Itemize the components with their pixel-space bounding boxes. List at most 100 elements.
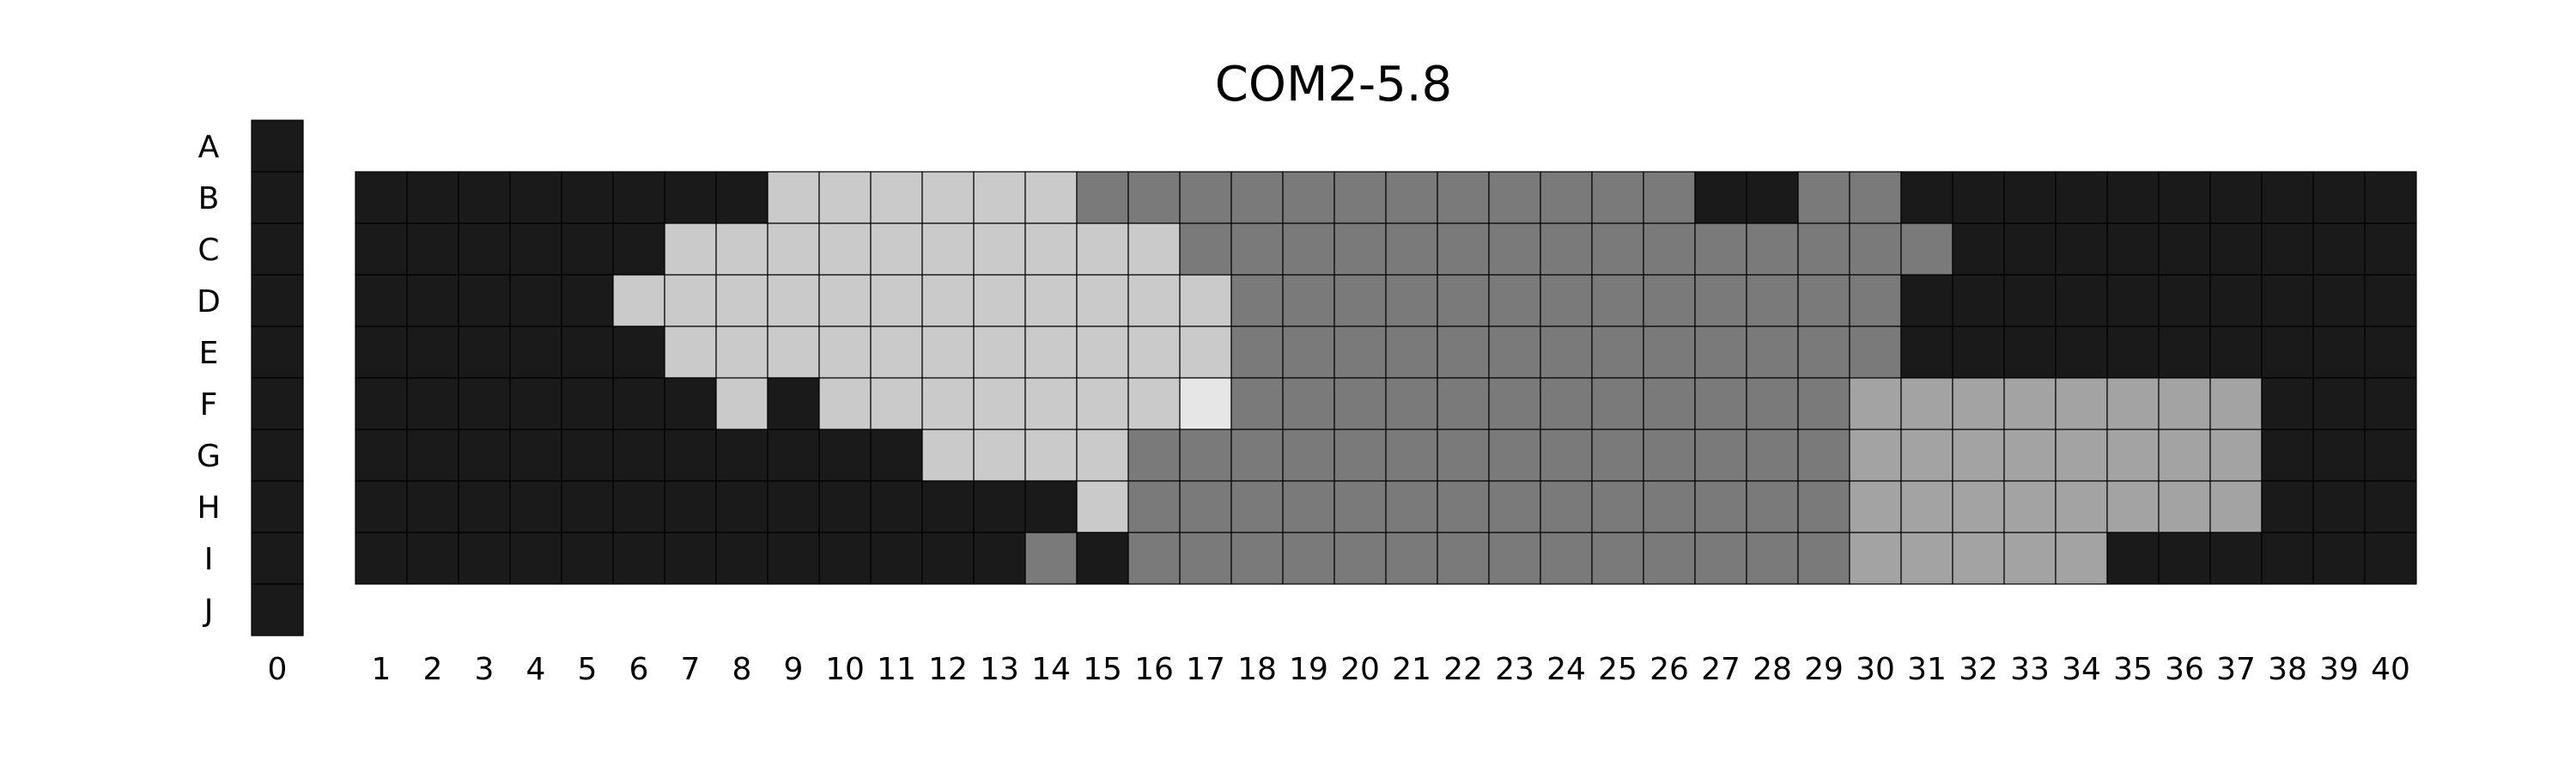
cell-f-9 xyxy=(767,377,820,430)
cell-i-2 xyxy=(406,532,459,585)
cell-d-26 xyxy=(1643,274,1696,327)
cell-g-27 xyxy=(1694,429,1747,482)
cell-b-34 xyxy=(2055,171,2108,224)
cell-e-12 xyxy=(921,326,975,379)
reference-cell-d xyxy=(251,274,304,327)
cell-h-22 xyxy=(1437,480,1490,533)
column-label-34: 34 xyxy=(2062,652,2101,687)
column-label-33: 33 xyxy=(2010,652,2050,687)
cell-g-3 xyxy=(458,429,511,482)
cell-i-37 xyxy=(2209,532,2263,585)
cell-b-16 xyxy=(1127,171,1181,224)
cell-e-15 xyxy=(1076,326,1129,379)
cell-f-39 xyxy=(2312,377,2366,430)
cell-f-6 xyxy=(612,377,665,430)
cell-e-3 xyxy=(458,326,511,379)
cell-h-30 xyxy=(1849,480,1902,533)
cell-i-6 xyxy=(612,532,665,585)
column-label-13: 13 xyxy=(980,652,1019,687)
cell-g-28 xyxy=(1746,429,1799,482)
row-label-d: D xyxy=(197,284,221,320)
cell-h-8 xyxy=(715,480,769,533)
column-label-22: 22 xyxy=(1443,652,1483,687)
column-label-27: 27 xyxy=(1701,652,1741,687)
cell-h-37 xyxy=(2209,480,2263,533)
cell-i-33 xyxy=(2003,532,2057,585)
cell-b-13 xyxy=(973,171,1026,224)
row-label-f: F xyxy=(200,387,218,423)
cell-d-33 xyxy=(2003,274,2057,327)
cell-e-17 xyxy=(1179,326,1232,379)
cell-g-4 xyxy=(509,429,562,482)
cell-g-29 xyxy=(1797,429,1850,482)
cell-f-17 xyxy=(1179,377,1232,430)
cell-c-6 xyxy=(612,222,665,276)
column-label-2: 2 xyxy=(423,652,443,687)
cell-d-38 xyxy=(2261,274,2314,327)
cell-b-4 xyxy=(509,171,562,224)
cell-g-15 xyxy=(1076,429,1129,482)
cell-h-32 xyxy=(1952,480,2005,533)
cell-d-12 xyxy=(921,274,975,327)
cell-h-14 xyxy=(1024,480,1078,533)
cell-g-31 xyxy=(1900,429,1953,482)
column-label-0: 0 xyxy=(268,652,288,687)
cell-i-5 xyxy=(561,532,614,585)
cell-b-32 xyxy=(1952,171,2005,224)
reference-cell-e xyxy=(251,326,304,379)
cell-f-18 xyxy=(1230,377,1284,430)
column-label-24: 24 xyxy=(1546,652,1586,687)
cell-f-13 xyxy=(973,377,1026,430)
column-label-35: 35 xyxy=(2113,652,2153,687)
column-label-32: 32 xyxy=(1959,652,1998,687)
cell-f-24 xyxy=(1540,377,1593,430)
row-label-b: B xyxy=(198,181,220,216)
cell-d-24 xyxy=(1540,274,1593,327)
column-label-23: 23 xyxy=(1495,652,1534,687)
cell-f-38 xyxy=(2261,377,2314,430)
cell-b-38 xyxy=(2261,171,2314,224)
cell-i-8 xyxy=(715,532,769,585)
cell-d-8 xyxy=(715,274,769,327)
column-label-15: 15 xyxy=(1083,652,1122,687)
cell-g-12 xyxy=(921,429,975,482)
cell-e-20 xyxy=(1334,326,1387,379)
cell-e-9 xyxy=(767,326,820,379)
reference-column xyxy=(251,119,304,636)
cell-c-40 xyxy=(2364,222,2417,276)
cell-d-32 xyxy=(1952,274,2005,327)
cell-f-20 xyxy=(1334,377,1387,430)
cell-c-3 xyxy=(458,222,511,276)
cell-e-31 xyxy=(1900,326,1953,379)
column-label-7: 7 xyxy=(681,652,701,687)
cell-g-30 xyxy=(1849,429,1902,482)
cell-d-34 xyxy=(2055,274,2108,327)
cell-g-10 xyxy=(818,429,872,482)
cell-h-12 xyxy=(921,480,975,533)
cell-c-37 xyxy=(2209,222,2263,276)
column-label-11: 11 xyxy=(877,652,916,687)
cell-f-16 xyxy=(1127,377,1181,430)
cell-e-36 xyxy=(2158,326,2211,379)
cell-h-16 xyxy=(1127,480,1181,533)
cell-e-7 xyxy=(664,326,717,379)
cell-e-39 xyxy=(2312,326,2366,379)
cell-i-18 xyxy=(1230,532,1284,585)
cell-c-5 xyxy=(561,222,614,276)
cell-h-36 xyxy=(2158,480,2211,533)
row-label-g: G xyxy=(197,439,221,474)
cell-b-8 xyxy=(715,171,769,224)
column-label-16: 16 xyxy=(1134,652,1174,687)
cell-i-17 xyxy=(1179,532,1232,585)
cell-h-31 xyxy=(1900,480,1953,533)
cell-g-36 xyxy=(2158,429,2211,482)
cell-f-40 xyxy=(2364,377,2417,430)
cell-e-29 xyxy=(1797,326,1850,379)
cell-d-11 xyxy=(870,274,923,327)
cell-h-10 xyxy=(818,480,872,533)
cell-f-1 xyxy=(355,377,408,430)
cell-c-1 xyxy=(355,222,408,276)
cell-e-13 xyxy=(973,326,1026,379)
cell-f-37 xyxy=(2209,377,2263,430)
cell-e-34 xyxy=(2055,326,2108,379)
